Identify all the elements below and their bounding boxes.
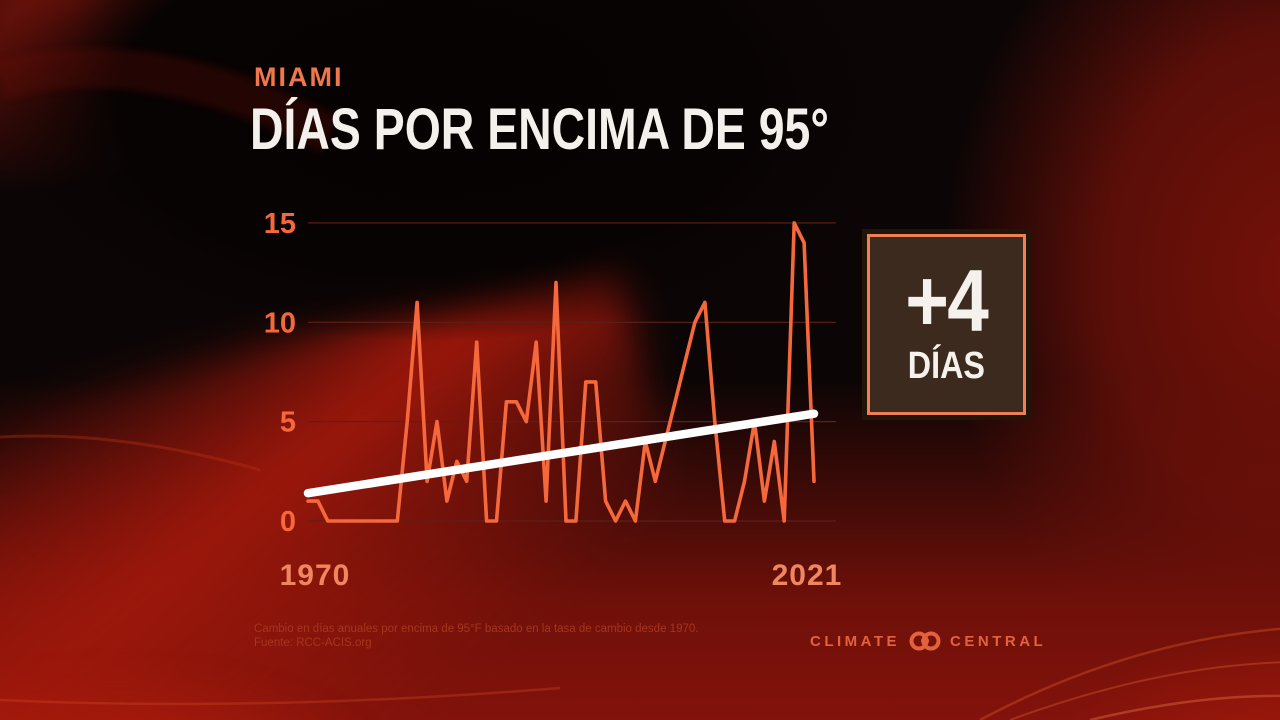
climate-central-logo: CLIMATE CENTRAL	[810, 629, 1043, 653]
y-tick-label: 5	[280, 407, 296, 439]
chart-trend-line	[303, 409, 819, 498]
chart-data-line	[306, 221, 816, 523]
background-glow-bottom-left	[0, 560, 600, 720]
y-tick-label: 10	[264, 307, 296, 339]
background-glow-bottom-right	[880, 480, 1280, 720]
location-label: MIAMI	[254, 62, 344, 92]
footnote-description: Cambio en días anuales por encima de 95°…	[254, 623, 699, 635]
chart-container: 0 5 10 15 1970 2021	[240, 198, 880, 608]
chart-x-axis-labels: 1970 2021	[280, 559, 843, 592]
x-tick-label: 2021	[772, 559, 843, 592]
x-tick-label: 1970	[280, 559, 351, 592]
chart-y-axis-labels: 0 5 10 15	[264, 208, 296, 538]
climate-central-logo-icon	[909, 631, 941, 651]
badge-value: +4	[905, 251, 990, 350]
trend-change-badge: +4 DÍAS	[867, 234, 1026, 415]
page-title: DÍAS POR ENCIMA DE 95°	[250, 97, 829, 162]
y-tick-label: 15	[264, 208, 296, 240]
chart-gridlines	[308, 222, 836, 522]
chart-svg: 0 5 10 15 1970 2021	[264, 208, 843, 592]
badge-unit: DÍAS	[907, 345, 986, 388]
y-tick-label: 0	[280, 506, 296, 538]
logo-text-right: CENTRAL	[950, 632, 1047, 650]
footnote: Cambio en días anuales por encima de 95°…	[254, 622, 814, 650]
logo-text-left: CLIMATE	[810, 632, 901, 650]
footnote-source: Fuente: RCC-ACIS.org	[254, 637, 372, 649]
background-vignette	[0, 0, 1030, 460]
